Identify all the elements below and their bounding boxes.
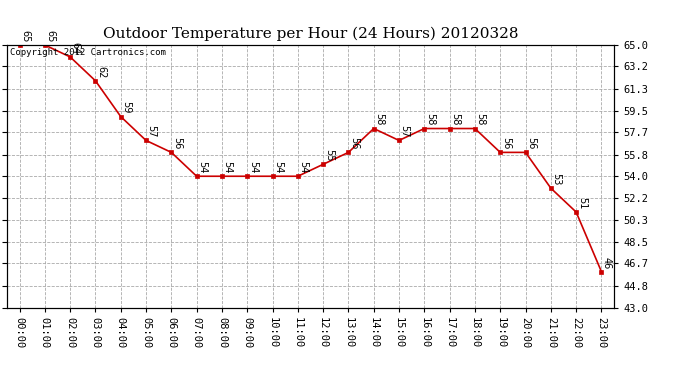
Text: 56: 56 xyxy=(501,137,511,150)
Title: Outdoor Temperature per Hour (24 Hours) 20120328: Outdoor Temperature per Hour (24 Hours) … xyxy=(103,27,518,41)
Text: 54: 54 xyxy=(248,161,258,174)
Text: 54: 54 xyxy=(222,161,233,174)
Text: 65: 65 xyxy=(46,30,55,42)
Text: 56: 56 xyxy=(172,137,182,150)
Text: 57: 57 xyxy=(400,125,410,138)
Text: 58: 58 xyxy=(374,113,384,126)
Text: 57: 57 xyxy=(146,125,157,138)
Text: 62: 62 xyxy=(96,66,106,78)
Text: 46: 46 xyxy=(602,256,612,269)
Text: 65: 65 xyxy=(20,30,30,42)
Text: 64: 64 xyxy=(70,42,81,54)
Text: 53: 53 xyxy=(551,173,562,185)
Text: 54: 54 xyxy=(298,161,308,174)
Text: Copyright 2012 Cartronics.com: Copyright 2012 Cartronics.com xyxy=(10,48,166,57)
Text: 56: 56 xyxy=(349,137,359,150)
Text: 54: 54 xyxy=(197,161,207,174)
Text: 58: 58 xyxy=(450,113,460,126)
Text: 54: 54 xyxy=(273,161,283,174)
Text: 51: 51 xyxy=(577,197,586,209)
Text: 58: 58 xyxy=(475,113,486,126)
Text: 55: 55 xyxy=(324,149,334,162)
Text: 59: 59 xyxy=(121,102,131,114)
Text: 58: 58 xyxy=(425,113,435,126)
Text: 56: 56 xyxy=(526,137,536,150)
